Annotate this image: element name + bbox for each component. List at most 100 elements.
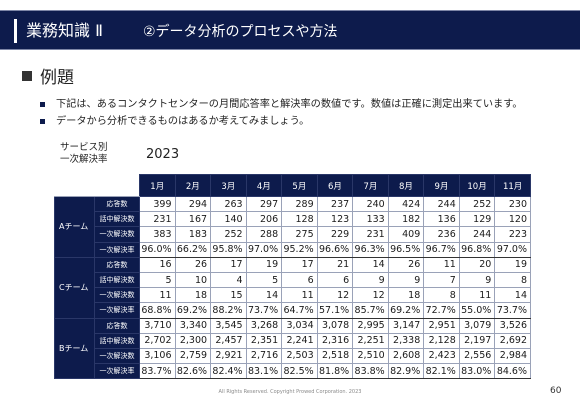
- table-cell: 289: [281, 195, 318, 213]
- table-cell: 297: [245, 195, 283, 213]
- bullet-text: 下記は、あるコンタクトセンターの月間応答率と解決率の数値です。数値は正確に測定出…: [56, 99, 523, 110]
- table-cell: 26: [387, 256, 425, 273]
- table-cell: 9: [458, 271, 496, 289]
- bullet-item: データから分析できるものはあるか考えてみましょう。: [40, 113, 575, 130]
- table-cell: 244: [458, 226, 496, 243]
- table-cell: 252: [210, 226, 247, 243]
- metric-label: 一次解決数: [94, 226, 140, 243]
- table-cell: 11: [423, 256, 460, 273]
- metric-label: 一次解決率: [94, 363, 140, 380]
- table-cell: 399: [139, 195, 176, 213]
- table-cell: 95.2%: [281, 241, 318, 258]
- table-cell: 7: [423, 271, 460, 289]
- table-cell: 69.2%: [174, 302, 212, 319]
- table-cell: 81.8%: [316, 363, 354, 380]
- slide-header: 業務知識 Ⅱ ②データ分析のプロセスや方法: [0, 10, 580, 50]
- table-cell: 14: [245, 287, 283, 304]
- table-cell: 120: [494, 211, 531, 228]
- table-cell: 133: [352, 211, 389, 228]
- table-cell: 182: [387, 211, 425, 228]
- table-cell: 11: [458, 287, 496, 304]
- table-cell: 236: [423, 226, 460, 243]
- table-cell: 3,710: [139, 317, 176, 334]
- table-cell: 140: [210, 211, 247, 228]
- month-header: 10月: [458, 174, 496, 197]
- table-cell: 10: [174, 271, 212, 289]
- table-cell: 83.7%: [139, 363, 176, 380]
- service-label-line: サービス別: [60, 142, 108, 153]
- table-cell: 129: [458, 211, 496, 228]
- table-cell: 85.7%: [352, 302, 389, 319]
- metric-label: 話中解決数: [94, 332, 140, 349]
- table-cell: 2,608: [387, 347, 425, 365]
- table-cell: 206: [245, 211, 283, 228]
- table-cell: 96.8%: [458, 241, 496, 258]
- table-cell: 73.7%: [245, 302, 283, 319]
- table-cell: 3,526: [494, 317, 531, 334]
- table-cell: 12: [352, 287, 389, 304]
- table-cell: 82.4%: [210, 363, 247, 380]
- table-cell: 17: [210, 256, 247, 273]
- table-cell: 14: [494, 287, 531, 304]
- table-cell: 55.0%: [458, 302, 496, 319]
- table-cell: 11: [281, 287, 318, 304]
- header-accent-bar: [14, 19, 17, 43]
- table-cell: 3,147: [387, 317, 425, 334]
- metric-label: 話中解決数: [94, 211, 140, 228]
- table-cell: 383: [139, 226, 176, 243]
- table-cell: 2,510: [352, 347, 389, 365]
- table-cell: 2,692: [494, 332, 531, 349]
- table-cell: 73.7%: [494, 302, 531, 319]
- table-cell: 83.1%: [245, 363, 283, 380]
- table-cell: 84.6%: [494, 363, 531, 380]
- table-cell: 3,340: [174, 317, 212, 334]
- table-cell: 252: [458, 195, 496, 213]
- table-cell: 88.2%: [210, 302, 247, 319]
- metric-label: 応答数: [94, 317, 140, 334]
- table-cell: 5: [139, 271, 176, 289]
- table-cell: 97.0%: [494, 241, 531, 258]
- table-cell: 2,251: [352, 332, 389, 349]
- service-label: サービス別 一次解決率: [60, 142, 108, 166]
- table-corner: [54, 174, 140, 197]
- table-cell: 16: [139, 256, 176, 273]
- table-row: 話中解決数 231 167 140 206 128 123 133 182 136 129 120: [55, 211, 531, 228]
- bullet-list: 下記は、あるコンタクトセンターの月間応答率と解決率の数値です。数値は正確に測定出…: [40, 96, 575, 130]
- table-cell: 2,951: [423, 317, 460, 334]
- table-cell: 409: [387, 226, 425, 243]
- table-cell: 167: [174, 211, 212, 228]
- slide-subtitle: ②データ分析のプロセスや方法: [143, 24, 338, 40]
- service-label-line: 一次解決率: [60, 154, 108, 165]
- month-header-row: 1月 2月 3月 4月 5月 6月 7月 8月 9月 10月 11月: [54, 174, 531, 197]
- table-cell: 244: [423, 195, 460, 213]
- table-cell: 83.0%: [458, 363, 496, 380]
- team-label: Aチーム: [54, 196, 95, 258]
- copyright-footer: All Rights Reserved. Copyright Prowed Co…: [218, 389, 362, 395]
- table-cell: 14: [352, 256, 389, 273]
- table-cell: 57.1%: [316, 302, 354, 319]
- slide-title: 業務知識 Ⅱ: [26, 21, 103, 40]
- table-cell: 66.2%: [174, 241, 212, 258]
- month-header: 4月: [245, 174, 283, 197]
- section-heading: 例題: [22, 67, 74, 89]
- table-cell: 19: [494, 256, 531, 273]
- metric-label: 応答数: [94, 256, 140, 273]
- table-cell: 123: [316, 211, 354, 228]
- square-bullet-icon: [22, 71, 32, 81]
- month-header: 9月: [423, 174, 460, 197]
- table-cell: 97.0%: [245, 241, 283, 258]
- table-cell: 2,457: [210, 332, 247, 349]
- table-row: Aチーム 応答数 399 294 263 297 289 237 240 424 244 252 230: [54, 195, 531, 258]
- month-header: 8月: [387, 174, 425, 197]
- table-cell: 15: [210, 287, 247, 304]
- table-cell: 3,078: [316, 317, 354, 334]
- table-cell: 17: [281, 256, 318, 273]
- table-cell: 64.7%: [281, 302, 318, 319]
- month-header: 3月: [210, 174, 247, 197]
- resolution-table: 1月 2月 3月 4月 5月 6月 7月 8月 9月 10月 11月 Aチーム 応答数 399 294 26…: [54, 174, 531, 380]
- table-cell: 82.6%: [174, 363, 212, 380]
- page-number: 60: [550, 386, 562, 396]
- month-header: 11月: [494, 174, 531, 197]
- table-cell: 229: [316, 226, 354, 243]
- table-cell: 11: [139, 287, 176, 304]
